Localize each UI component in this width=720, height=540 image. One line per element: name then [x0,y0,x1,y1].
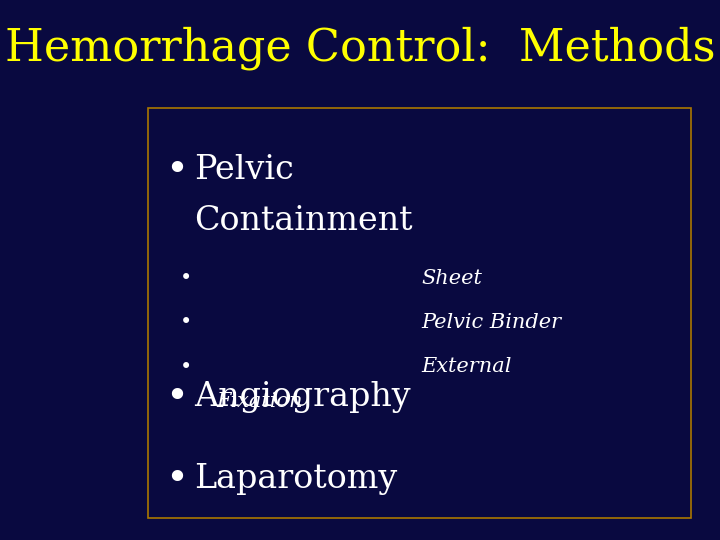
Text: •: • [180,312,192,333]
Text: •: • [166,379,189,416]
Text: Containment: Containment [194,205,413,238]
Bar [148,108,691,518]
Text: •: • [180,356,192,377]
Text: Sheet: Sheet [421,268,482,288]
Text: Pelvic: Pelvic [194,154,294,186]
Text: Fixation: Fixation [216,392,302,411]
Text: •: • [166,461,189,498]
Text: Pelvic Binder: Pelvic Binder [421,313,562,332]
Text: •: • [166,151,189,189]
Text: External: External [421,357,512,376]
Text: •: • [180,268,192,288]
Text: Hemorrhage Control:  Methods: Hemorrhage Control: Methods [5,27,715,70]
Text: Laparotomy: Laparotomy [194,463,397,495]
Text: Angiography: Angiography [194,381,411,413]
